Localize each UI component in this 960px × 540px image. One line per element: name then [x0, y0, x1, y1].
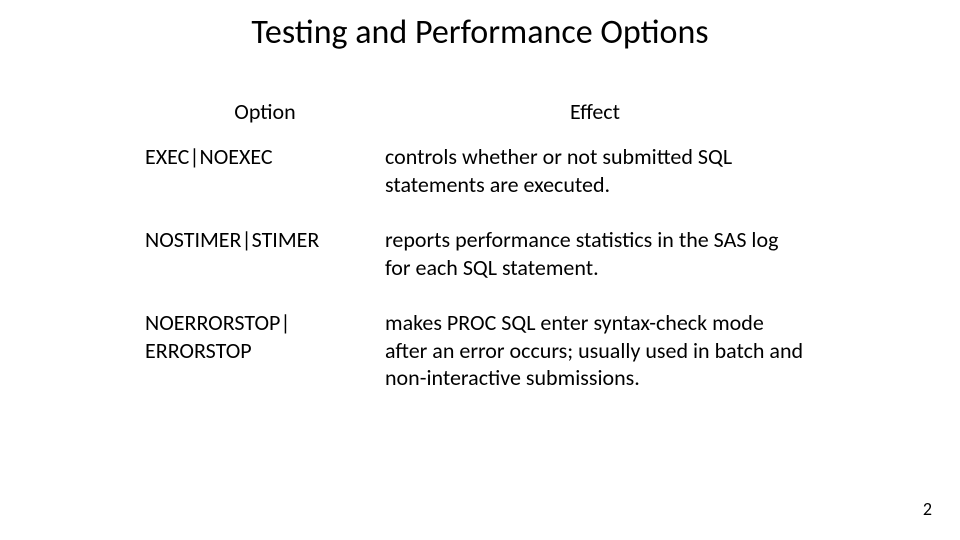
- table-row: NOSTIMER|STIMER reports performance stat…: [145, 226, 805, 281]
- table-row: NOERRORSTOP| ERRORSTOP makes PROC SQL en…: [145, 309, 805, 392]
- column-header-option: Option: [145, 98, 385, 125]
- cell-option: NOERRORSTOP| ERRORSTOP: [145, 309, 385, 364]
- table-header-row: Option Effect: [145, 98, 805, 125]
- cell-option: NOSTIMER|STIMER: [145, 226, 385, 254]
- options-table: Option Effect EXEC|NOEXEC controls wheth…: [145, 98, 805, 420]
- cell-effect: controls whether or not submitted SQL st…: [385, 143, 805, 198]
- cell-option: EXEC|NOEXEC: [145, 143, 385, 171]
- page-number: 2: [923, 498, 932, 520]
- table-row: EXEC|NOEXEC controls whether or not subm…: [145, 143, 805, 198]
- slide: Testing and Performance Options Option E…: [0, 0, 960, 540]
- cell-effect: reports performance statistics in the SA…: [385, 226, 805, 281]
- slide-title: Testing and Performance Options: [0, 12, 960, 53]
- cell-effect: makes PROC SQL enter syntax-check mode a…: [385, 309, 805, 392]
- column-header-effect: Effect: [385, 98, 805, 125]
